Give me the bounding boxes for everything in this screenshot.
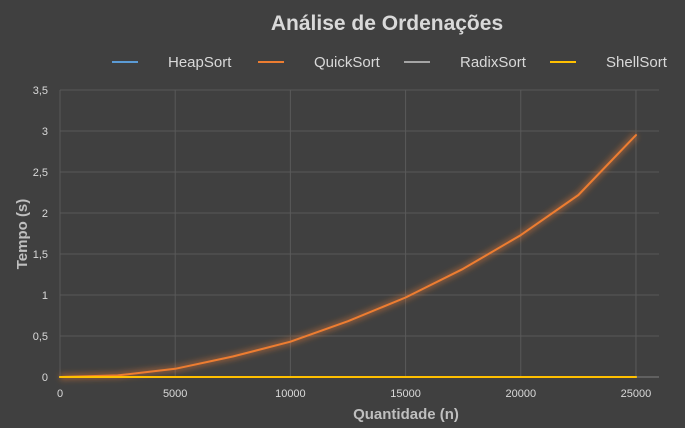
- x-tick-label: 5000: [163, 388, 187, 400]
- x-axis-ticks: 0 5000 10000 15000 20000 25000: [57, 388, 651, 400]
- y-tick-label: 2: [42, 208, 48, 220]
- series-glow: [59, 133, 639, 380]
- y-tick-label: 0,5: [33, 331, 48, 343]
- y-axis-label: Tempo (s): [14, 199, 31, 270]
- x-tick-label: 20000: [505, 388, 536, 400]
- y-axis-ticks: 0 0,5 1 1,5 2 2,5 3 3,5: [33, 85, 48, 384]
- x-tick-label: 25000: [621, 388, 652, 400]
- y-tick-label: 0: [42, 372, 48, 384]
- gridlines: [59, 89, 659, 378]
- y-tick-label: 1,5: [33, 249, 48, 261]
- legend-label-radixsort: RadixSort: [460, 54, 527, 71]
- x-axis-label: Quantidade (n): [353, 406, 459, 423]
- legend-label-quicksort: QuickSort: [314, 54, 381, 71]
- chart-legend: HeapSort QuickSort RadixSort ShellSort: [112, 54, 668, 71]
- x-tick-label: 15000: [390, 388, 421, 400]
- chart-title: Análise de Ordenações: [271, 12, 503, 35]
- y-tick-label: 1: [42, 290, 48, 302]
- legend-label-shellsort: ShellSort: [606, 54, 668, 71]
- series-quicksort: [59, 133, 639, 380]
- series-layer: [59, 133, 639, 380]
- x-tick-label: 10000: [275, 388, 306, 400]
- legend-label-heapsort: HeapSort: [168, 54, 232, 71]
- y-tick-label: 3: [42, 126, 48, 138]
- y-tick-label: 2,5: [33, 167, 48, 179]
- y-tick-label: 3,5: [33, 85, 48, 97]
- series-line: [59, 134, 637, 378]
- x-tick-label: 0: [57, 388, 63, 400]
